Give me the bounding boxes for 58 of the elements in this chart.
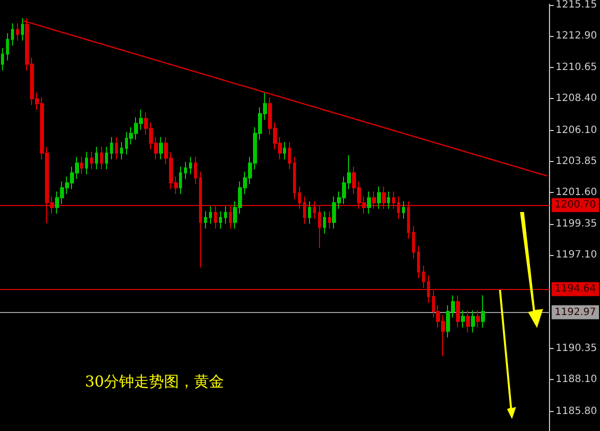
candlestick (105, 146, 108, 170)
candlestick (377, 186, 381, 210)
annotation: 30分钟走势图，黄金 (85, 372, 224, 390)
y-tick-label: 1208.40 (556, 93, 598, 104)
candlestick (219, 210, 222, 230)
candlestick (90, 151, 93, 170)
candlestick (293, 156, 296, 200)
y-tick-label: 1199.35 (556, 218, 598, 230)
candlestick (328, 210, 331, 230)
candlestick (412, 226, 415, 259)
y-tick-label: 1188.10 (556, 374, 598, 386)
y-tick-label: 1185.80 (556, 406, 598, 418)
y-tick-label: 1201.60 (556, 187, 598, 198)
candlestick (476, 310, 480, 328)
y-tick-label: 1210.65 (556, 62, 598, 73)
candlestick (100, 146, 103, 170)
candlestick (481, 294, 485, 328)
candlestick (85, 151, 88, 175)
ref-line-label: 1194.64 (554, 284, 596, 295)
y-tick-label: 1212.90 (556, 30, 598, 42)
candlestick (189, 156, 192, 175)
ref-line-label: 1192.97 (554, 306, 596, 318)
candlestick (110, 136, 113, 160)
candlestick (456, 294, 460, 328)
candlestick (204, 210, 207, 230)
line-series (22, 20, 548, 177)
candlestick (308, 200, 311, 224)
y-tick-label: 1215.15 (556, 0, 598, 10)
candlestick (466, 310, 470, 333)
candlestick (16, 22, 19, 42)
ref-line-label: 1200.70 (554, 200, 596, 211)
candlestick (209, 206, 212, 224)
candlestick (224, 206, 227, 224)
candlestick (402, 200, 405, 220)
candlestick (80, 156, 83, 175)
candlestick (6, 32, 9, 61)
candlestick (1, 47, 4, 71)
candlestick (11, 22, 14, 46)
y-tick-label: 1190.35 (556, 343, 598, 354)
candlestick (323, 210, 326, 234)
candlestick (179, 166, 182, 194)
y-tick-label: 1197.10 (556, 250, 598, 261)
candlestick (115, 136, 118, 160)
candlestick (184, 161, 187, 180)
candlestick (95, 146, 98, 170)
candlestick (471, 310, 475, 333)
candlestick (159, 136, 163, 160)
candlestick (120, 142, 123, 160)
candlestick (21, 18, 24, 42)
y-tick-label: 1206.10 (556, 124, 598, 136)
candlestick (283, 142, 286, 160)
candlestick (417, 245, 420, 279)
y-tick-label: 1203.85 (556, 156, 598, 168)
candlestick (194, 156, 197, 185)
candlestick (288, 142, 291, 170)
candlestick (367, 190, 371, 214)
candlestick (387, 190, 390, 210)
candlestick (461, 310, 465, 328)
